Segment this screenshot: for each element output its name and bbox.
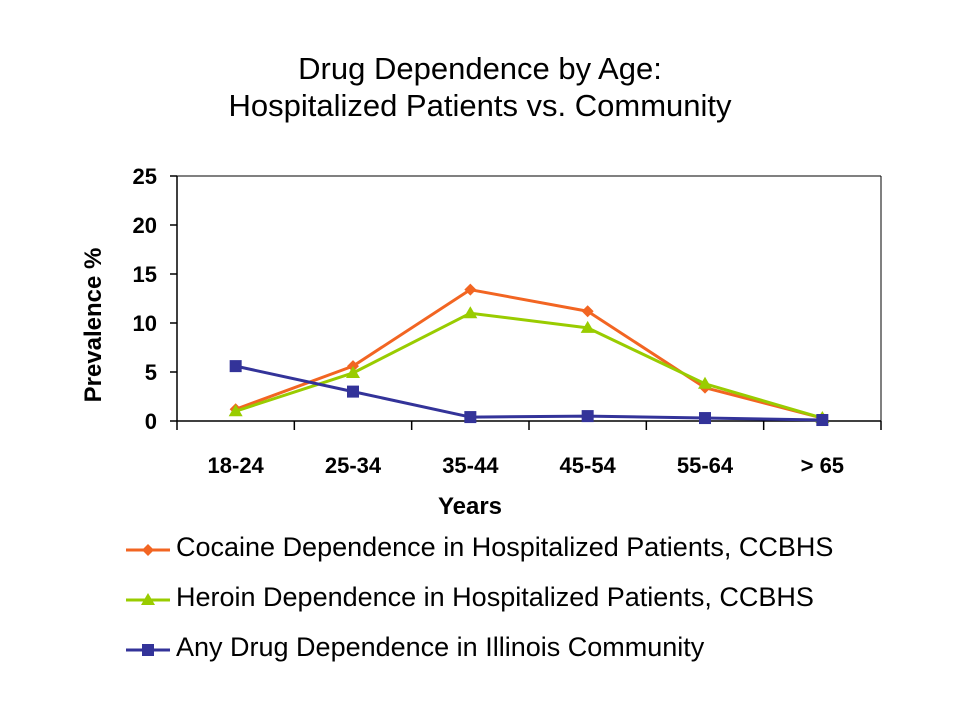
- legend-label: Cocaine Dependence in Hospitalized Patie…: [176, 532, 834, 562]
- x-tick-label: 45-54: [560, 453, 617, 478]
- legend-swatch-marker: [142, 644, 154, 656]
- data-point: [464, 283, 477, 296]
- chart-title-line-2: Hospitalized Patients vs. Community: [228, 88, 732, 123]
- x-tick-label: 25-34: [325, 453, 382, 478]
- legend-item-3: Any Drug Dependence in Illinois Communit…: [124, 630, 924, 670]
- x-tick-label: 18-24: [208, 453, 265, 478]
- series-line: [235, 364, 823, 422]
- data-point: [816, 414, 829, 427]
- legend-label: Heroin Dependence in Hospitalized Patien…: [176, 582, 814, 612]
- data-point: [463, 306, 478, 319]
- data-point: [580, 320, 595, 333]
- x-tick-label: > 65: [801, 453, 844, 478]
- y-tick-label: 0: [145, 409, 157, 434]
- data-point: [346, 365, 360, 378]
- y-tick-label: 15: [133, 262, 157, 287]
- y-tick-label: 5: [145, 360, 157, 385]
- data-point: [698, 376, 712, 389]
- x-tick-label: 35-44: [442, 453, 499, 478]
- data-point: [228, 404, 243, 417]
- line-chart: 0 5 10 15 20 25 18-24 25-34 35-44 45-54 55-64 > 65…: [80, 164, 882, 520]
- data-point: [699, 412, 711, 425]
- y-tick-label: 20: [133, 213, 157, 238]
- chart-title: Drug Dependence by Age: Hospitalized Pat…: [0, 50, 960, 124]
- data-point: [229, 360, 242, 373]
- series-line: [235, 311, 823, 420]
- y-tick-labels: 0 5 10 15 20 25: [133, 164, 157, 434]
- legend-item-1: Cocaine Dependence in Hospitalized Patie…: [124, 530, 924, 570]
- x-tick-labels: 18-24 25-34 35-44 45-54 55-64 > 65: [208, 453, 845, 478]
- series-3: [229, 360, 829, 427]
- chart-axes: [170, 175, 882, 430]
- x-tick-label: 55-64: [677, 453, 734, 478]
- series-1: [229, 283, 829, 425]
- legend-label: Any Drug Dependence in Illinois Communit…: [176, 632, 705, 662]
- y-axis-title: Prevalence %: [80, 248, 107, 403]
- series-group: [228, 283, 830, 427]
- data-point: [464, 411, 477, 424]
- y-tick-label: 10: [133, 311, 157, 336]
- chart-title-line-1: Drug Dependence by Age:: [298, 51, 662, 86]
- legend-item-2: Heroin Dependence in Hospitalized Patien…: [124, 580, 924, 620]
- legend-swatch: [126, 544, 170, 556]
- data-point: [581, 410, 594, 423]
- legend-swatch-marker: [142, 544, 154, 556]
- data-point: [347, 385, 359, 398]
- y-tick-label: 25: [133, 164, 157, 189]
- series-2: [228, 306, 830, 424]
- legend-swatch: [126, 593, 170, 605]
- series-line: [235, 288, 823, 420]
- x-axis-title: Years: [438, 493, 502, 520]
- data-point: [581, 305, 594, 318]
- legend-swatch-marker: [141, 593, 155, 605]
- legend-swatch: [126, 644, 170, 656]
